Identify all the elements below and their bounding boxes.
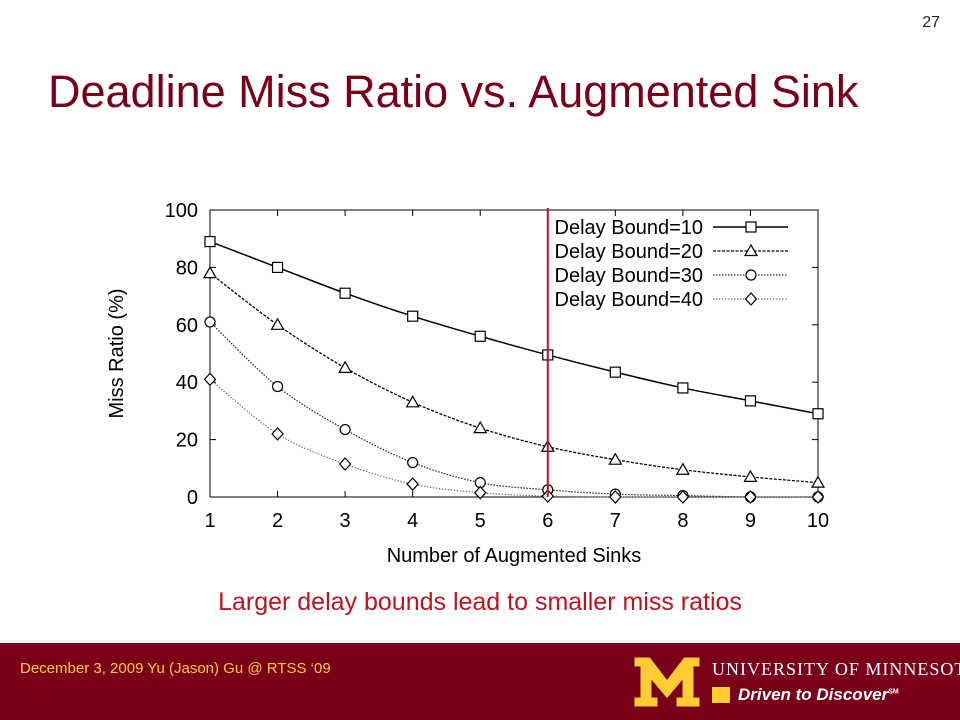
- data-point-series-1: [474, 330, 486, 342]
- legend-label: Delay Bound=10: [555, 217, 703, 239]
- data-point-series-4: [473, 485, 487, 500]
- x-tick-label: 5: [475, 510, 486, 532]
- x-tick-label: 2: [272, 510, 283, 532]
- data-point-series-1: [339, 287, 351, 299]
- slide-caption: Larger delay bounds lead to smaller miss…: [218, 588, 742, 616]
- miss-ratio-chart: 0 20 40 60 80 100 1 2 3 4 5 6 7 8 9 10 Number of Augment…: [106, 200, 829, 567]
- y-tick-label: 100: [165, 200, 198, 222]
- data-point-series-2: [743, 469, 758, 483]
- data-point-series-2: [338, 360, 353, 373]
- series-line-4: [209, 378, 818, 498]
- data-point-series-2: [270, 317, 285, 330]
- x-tick-label: 8: [677, 510, 688, 532]
- series-line-2: [209, 272, 819, 484]
- data-point-series-4: [203, 372, 217, 387]
- x-tick-label: 10: [807, 510, 829, 532]
- data-point-series-4: [811, 490, 825, 504]
- x-tick-label: 6: [542, 510, 553, 532]
- y-tick-label: 80: [176, 257, 198, 279]
- data-point-series-2: [405, 395, 420, 408]
- data-point-series-4: [271, 426, 284, 441]
- data-point-series-3: [204, 316, 216, 328]
- x-tick-label: 7: [610, 510, 621, 532]
- slide-title: Deadline Miss Ratio vs. Augmented Sink: [48, 66, 859, 117]
- university-name: UNIVERSITY OF MINNESOTA: [712, 659, 960, 679]
- data-point-series-4: [338, 457, 352, 471]
- slide-number: 27: [922, 14, 940, 31]
- x-tick-label: 4: [407, 510, 418, 532]
- data-point-series-3: [407, 456, 419, 469]
- x-tick-label: 1: [204, 510, 215, 532]
- y-tick-label: 0: [187, 487, 198, 509]
- data-point-series-2: [473, 420, 488, 434]
- service-mark: SM: [888, 688, 899, 696]
- series-line-1: [209, 240, 819, 415]
- data-point-series-2: [608, 452, 623, 465]
- data-point-series-4: [744, 490, 757, 504]
- y-tick-label: 20: [176, 430, 198, 452]
- slogan-bar-icon: [712, 687, 730, 703]
- y-tick-label: 40: [176, 372, 198, 394]
- series-line-3: [209, 321, 819, 498]
- data-point-series-1: [271, 261, 284, 274]
- legend-marker: [743, 243, 759, 257]
- legend-marker: [745, 269, 757, 281]
- legend-label: Delay Bound=20: [555, 241, 703, 263]
- data-point-series-4: [676, 490, 690, 504]
- plot-frame: [209, 209, 819, 498]
- data-point-series-1: [812, 408, 824, 420]
- data-point-series-2: [202, 265, 218, 279]
- slogan-text: Driven to Discover: [738, 685, 889, 704]
- x-tick-label: 3: [340, 510, 351, 532]
- data-point-series-3: [339, 423, 351, 436]
- data-point-series-4: [406, 477, 419, 491]
- data-point-series-1: [407, 310, 419, 322]
- x-tick-label: 9: [745, 510, 756, 532]
- data-point-series-1: [677, 382, 689, 394]
- legend-marker: [745, 221, 757, 233]
- y-tick-label: 60: [176, 315, 198, 337]
- legend-marker: [744, 292, 758, 306]
- footer-bar: December 3, 2009 Yu (Jason) Gu @ RTSS ‘0…: [0, 643, 960, 720]
- footer-text: December 3, 2009 Yu (Jason) Gu @ RTSS ‘0…: [20, 660, 331, 677]
- y-axis-label: Miss Ratio (%): [106, 288, 128, 418]
- data-point-series-1: [204, 235, 216, 248]
- legend-label: Delay Bound=30: [555, 265, 703, 287]
- data-point-series-2: [675, 462, 690, 475]
- data-point-series-1: [744, 395, 757, 407]
- legend-label: Delay Bound=40: [555, 289, 703, 311]
- university-m-logo-icon: [633, 656, 701, 708]
- data-point-series-3: [271, 380, 284, 393]
- x-axis-label: Number of Augmented Sinks: [387, 545, 642, 567]
- university-slogan: Driven to DiscoverSM: [738, 685, 899, 705]
- data-point-series-2: [810, 475, 826, 488]
- data-point-series-1: [609, 366, 621, 378]
- data-point-series-4: [609, 490, 622, 504]
